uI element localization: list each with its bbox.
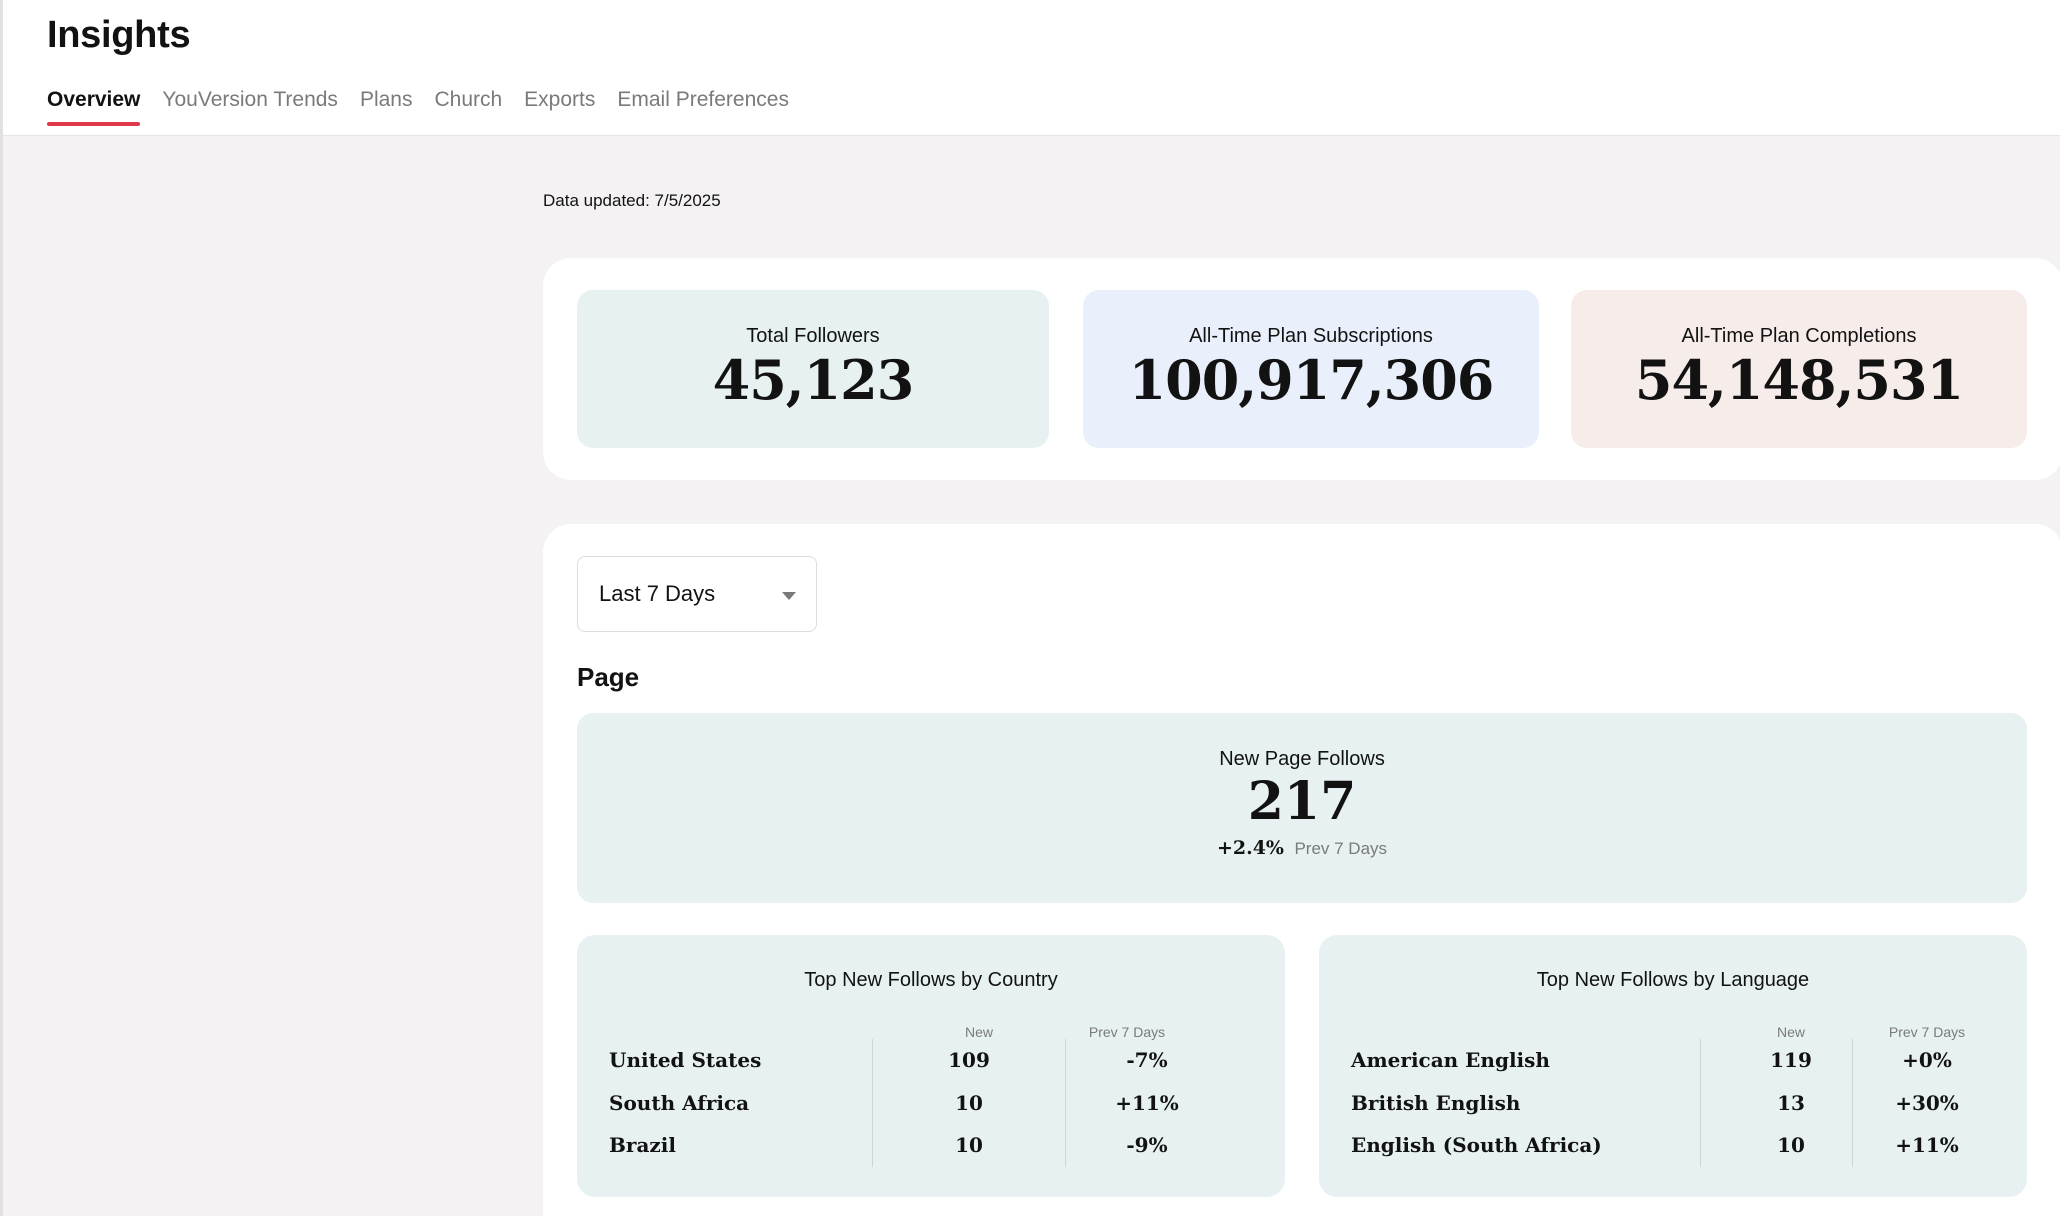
change-label: Prev 7 Days: [1294, 839, 1388, 858]
chevron-down-icon: [782, 592, 796, 600]
row-prev: +0%: [1902, 1048, 1952, 1072]
row-name: American English: [1351, 1048, 1550, 1072]
tab-youversion-trends[interactable]: YouVersion Trends: [162, 88, 338, 111]
column-header-prev: Prev 7 Days: [1088, 1024, 1166, 1040]
row-new: 109: [948, 1048, 990, 1072]
stat-value: 45,123: [712, 348, 915, 412]
follows-change: +2.4% Prev 7 Days: [577, 837, 2027, 859]
change-value: +2.4%: [1216, 837, 1284, 859]
top-follows-by-country-card: Top New Follows by Country New Prev 7 Da…: [577, 935, 1285, 1197]
row-prev: +11%: [1115, 1091, 1179, 1115]
row-prev: -9%: [1126, 1133, 1168, 1157]
tab-church[interactable]: Church: [434, 88, 503, 111]
new-page-follows-card: New Page Follows 217 +2.4% Prev 7 Days: [577, 713, 2027, 903]
section-title-page: Page: [577, 662, 640, 692]
date-range-select[interactable]: Last 7 Days: [577, 556, 817, 632]
follows-label: New Page Follows: [1219, 748, 1385, 770]
card-title: Top New Follows by Language: [1536, 969, 1810, 991]
column-header-prev: Prev 7 Days: [1888, 1024, 1966, 1040]
stat-label: All-Time Plan Subscriptions: [1189, 325, 1433, 347]
table-row: English (South Africa) 10 +11%: [1319, 1133, 2027, 1175]
page-header: Insights Overview YouVersion Trends Plan…: [3, 0, 2060, 136]
column-header-new: New: [964, 1024, 993, 1040]
row-new: 10: [955, 1091, 983, 1115]
table-row: American English 119 +0%: [1319, 1048, 2027, 1090]
row-name: Brazil: [609, 1133, 676, 1157]
stat-value: 100,917,306: [1128, 348, 1495, 412]
date-range-value: Last 7 Days: [599, 581, 716, 606]
row-prev: +11%: [1895, 1133, 1959, 1157]
top-follows-by-language-card: Top New Follows by Language New Prev 7 D…: [1319, 935, 2027, 1197]
data-updated-text: Data updated: 7/5/2025: [543, 191, 721, 210]
table-row: South Africa 10 +11%: [577, 1091, 1285, 1133]
stat-label: All-Time Plan Completions: [1681, 325, 1917, 347]
follows-value: 217: [1247, 771, 1357, 832]
summary-card: Total Followers 45,123 All-Time Plan Sub…: [543, 258, 2060, 480]
total-followers-stat: Total Followers 45,123: [577, 290, 1049, 448]
tab-bar: Overview YouVersion Trends Plans Church …: [47, 88, 811, 126]
tab-email-preferences[interactable]: Email Preferences: [617, 88, 789, 111]
row-prev: +30%: [1895, 1091, 1959, 1115]
table-row: United States 109 -7%: [577, 1048, 1285, 1090]
tab-plans[interactable]: Plans: [359, 88, 413, 111]
plan-subscriptions-stat: All-Time Plan Subscriptions 100,917,306: [1083, 290, 1539, 448]
stat-label: Total Followers: [746, 325, 880, 347]
row-name: English (South Africa): [1351, 1133, 1602, 1157]
row-name: United States: [609, 1048, 762, 1072]
row-new: 10: [955, 1133, 983, 1157]
table-row: British English 13 +30%: [1319, 1091, 2027, 1133]
column-divider: [1852, 1039, 1853, 1167]
row-new: 10: [1777, 1133, 1805, 1157]
card-title: Top New Follows by Country: [804, 969, 1058, 991]
column-header-new: New: [1776, 1024, 1805, 1040]
plan-completions-stat: All-Time Plan Completions 54,148,531: [1571, 290, 2027, 448]
main-card: Last 7 Days Page New Page Follows 217 +2…: [543, 524, 2060, 1216]
column-divider: [1700, 1039, 1701, 1167]
stat-value: 54,148,531: [1634, 348, 1964, 412]
tab-exports[interactable]: Exports: [524, 88, 596, 111]
tab-overview[interactable]: Overview: [47, 88, 141, 126]
row-name: British English: [1351, 1091, 1521, 1115]
table-row: Brazil 10 -9%: [577, 1133, 1285, 1175]
page-title: Insights: [47, 14, 191, 56]
row-new: 13: [1777, 1091, 1805, 1115]
row-new: 119: [1770, 1048, 1812, 1072]
column-divider: [872, 1039, 873, 1167]
row-prev: -7%: [1126, 1048, 1168, 1072]
column-divider: [1065, 1039, 1066, 1167]
row-name: South Africa: [609, 1091, 750, 1115]
